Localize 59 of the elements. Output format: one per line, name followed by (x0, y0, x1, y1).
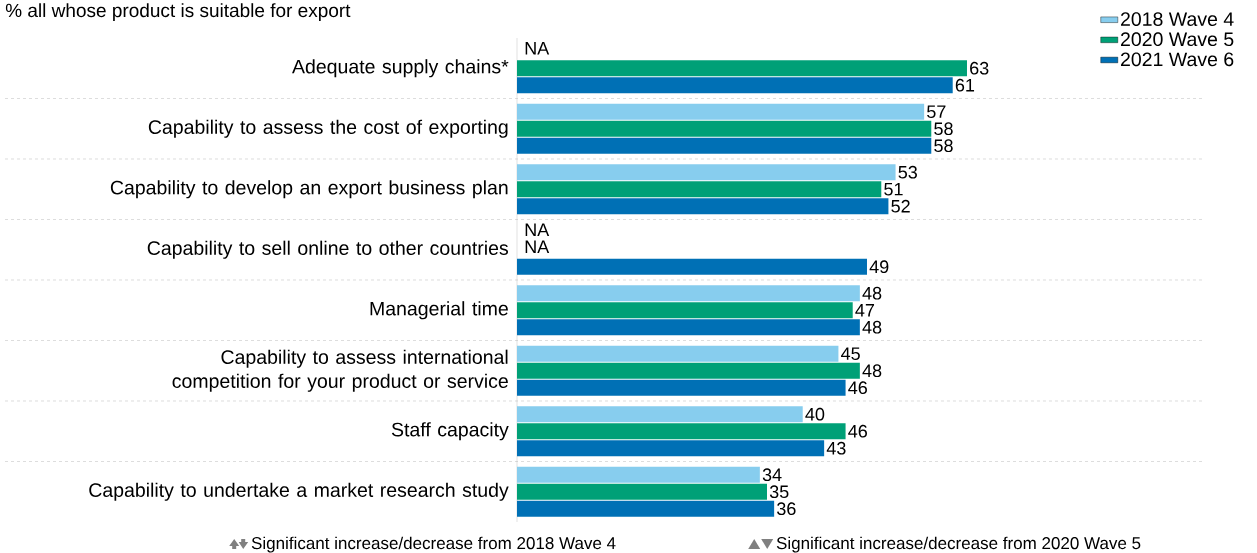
data-label: 58 (934, 122, 953, 136)
data-label: 36 (777, 502, 796, 516)
data-label: 34 (762, 468, 782, 482)
data-label: 61 (955, 78, 975, 92)
bar (517, 345, 839, 362)
bar (517, 302, 853, 319)
bar (517, 440, 825, 457)
bar (517, 103, 925, 120)
bar (517, 137, 932, 154)
data-label: 40 (805, 407, 825, 421)
legend-label: 2021 Wave 6 (1121, 52, 1234, 67)
y-tick-label: Adequate supply chains* (292, 59, 509, 78)
data-label: 51 (884, 182, 903, 196)
bar (517, 379, 846, 396)
bar (517, 500, 775, 517)
y-tick-label: Managerial time (370, 301, 508, 320)
data-label: 46 (848, 381, 867, 395)
bar (517, 285, 860, 302)
data-label: 52 (891, 199, 910, 213)
bar (517, 423, 846, 440)
bar (517, 198, 889, 215)
text: NA (525, 42, 550, 55)
data-label: 45 (841, 347, 860, 361)
data-label: 63 (970, 61, 989, 75)
y-tick-label: Capability to sell online to other countries (147, 240, 509, 259)
bar (517, 258, 867, 275)
text: NA (525, 223, 550, 236)
data-label: 43 (826, 441, 846, 455)
legend-label: 2020 Wave 5 (1121, 32, 1234, 47)
bar (517, 181, 882, 198)
bar (517, 466, 760, 483)
bar (517, 362, 860, 379)
y-tick-label: Capability to assess the cost of exporting (148, 119, 508, 138)
data-label: 35 (769, 485, 789, 499)
data-label: 48 (862, 286, 882, 300)
y-tick-label: Capability to assess international competition for your product or service (172, 349, 508, 392)
data-label: 48 (862, 320, 882, 334)
bar (517, 60, 967, 77)
data-label: 57 (927, 105, 946, 119)
data-label: 58 (934, 139, 953, 153)
text: Significant increase/decrease from 2020 Wave 5 (776, 536, 1141, 553)
bar (517, 120, 932, 137)
bar (517, 406, 803, 423)
data-label: 53 (898, 165, 917, 179)
y-tick-label: Capability to develop an export business plan (110, 180, 508, 199)
bar (517, 164, 896, 181)
data-label: 47 (855, 304, 875, 317)
legend-label: 2018 Wave 4 (1121, 12, 1234, 26)
bar (517, 319, 860, 336)
data-label: 49 (869, 260, 889, 274)
bar (517, 483, 767, 500)
y-tick-label: Staff capacity (391, 422, 509, 441)
text: % all whose product is suitable for export (5, 3, 351, 21)
bar (517, 77, 953, 94)
data-label: 46 (848, 424, 867, 438)
text: NA (525, 240, 550, 253)
text: Significant increase/decrease from 2018 Wave 4 (251, 536, 616, 553)
y-tick-label: Capability to undertake a market research study (89, 482, 509, 501)
data-label: 48 (862, 364, 882, 378)
